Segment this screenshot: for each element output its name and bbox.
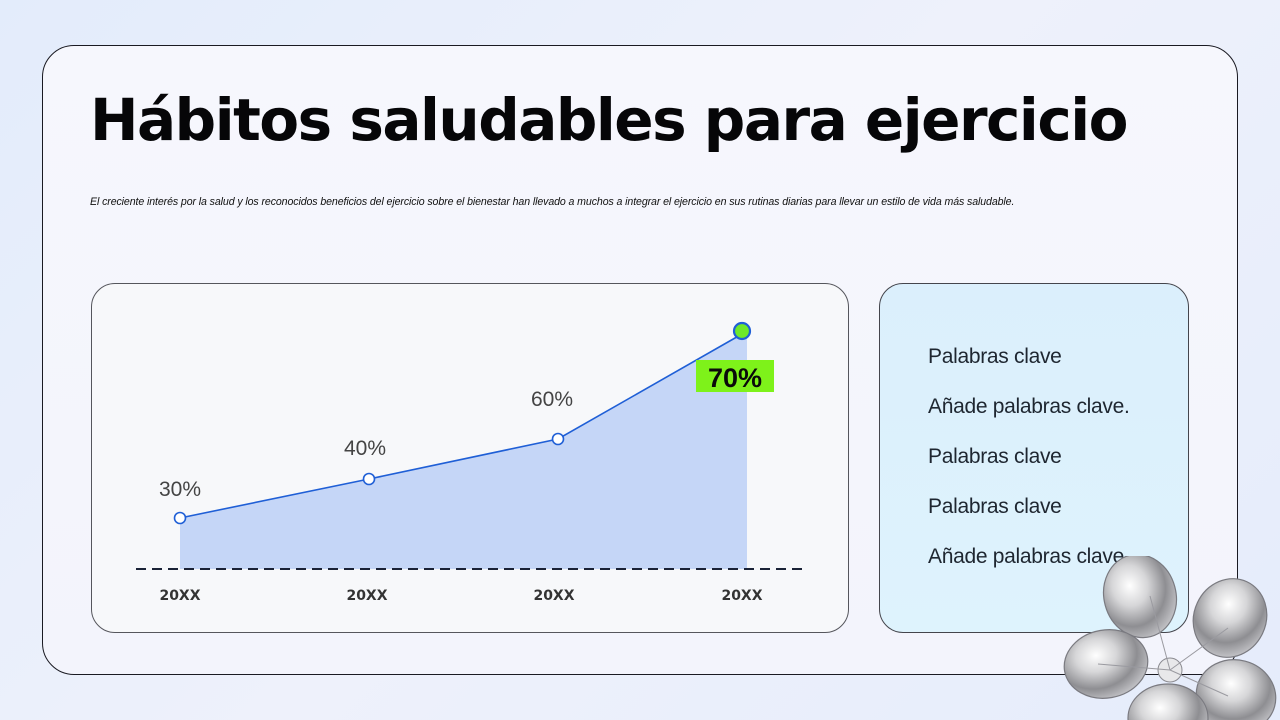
keyword-item: Añade palabras clave. xyxy=(928,545,1130,568)
data-label-highlighted: 70% xyxy=(708,363,762,393)
data-label: 40% xyxy=(344,437,386,460)
x-axis-label: 20XX xyxy=(159,588,200,604)
chart-area-fill xyxy=(180,331,747,569)
keyword-item: Palabras clave xyxy=(928,495,1062,518)
chart-panel: 30% 40% 60% 70% 20XX 20XX 20XX 20XX xyxy=(91,283,849,633)
data-point[interactable] xyxy=(362,472,376,486)
data-point[interactable] xyxy=(551,432,565,446)
keywords-list: Palabras clave Añade palabras clave. Pal… xyxy=(928,342,1130,592)
data-point[interactable] xyxy=(173,511,187,525)
chrome-flower-decoration xyxy=(1063,556,1277,720)
page-title: Hábitos saludables para ejercicio xyxy=(90,86,1128,154)
page-subtitle: El creciente interés por la salud y los … xyxy=(90,196,1015,208)
area-chart: 30% 40% 60% 70% 20XX 20XX 20XX 20XX xyxy=(136,321,806,604)
keyword-item: Palabras clave xyxy=(928,445,1062,468)
keyword-item: Palabras clave xyxy=(928,345,1062,368)
chart-line xyxy=(179,333,743,519)
x-axis-label: 20XX xyxy=(721,588,762,604)
keyword-item: Añade palabras clave. xyxy=(928,395,1130,418)
x-axis-label: 20XX xyxy=(533,588,574,604)
data-point-highlighted[interactable] xyxy=(732,321,752,341)
data-label: 30% xyxy=(159,478,201,501)
highlight-label-bg xyxy=(696,360,774,392)
x-axis-label: 20XX xyxy=(346,588,387,604)
data-label: 60% xyxy=(531,388,573,411)
